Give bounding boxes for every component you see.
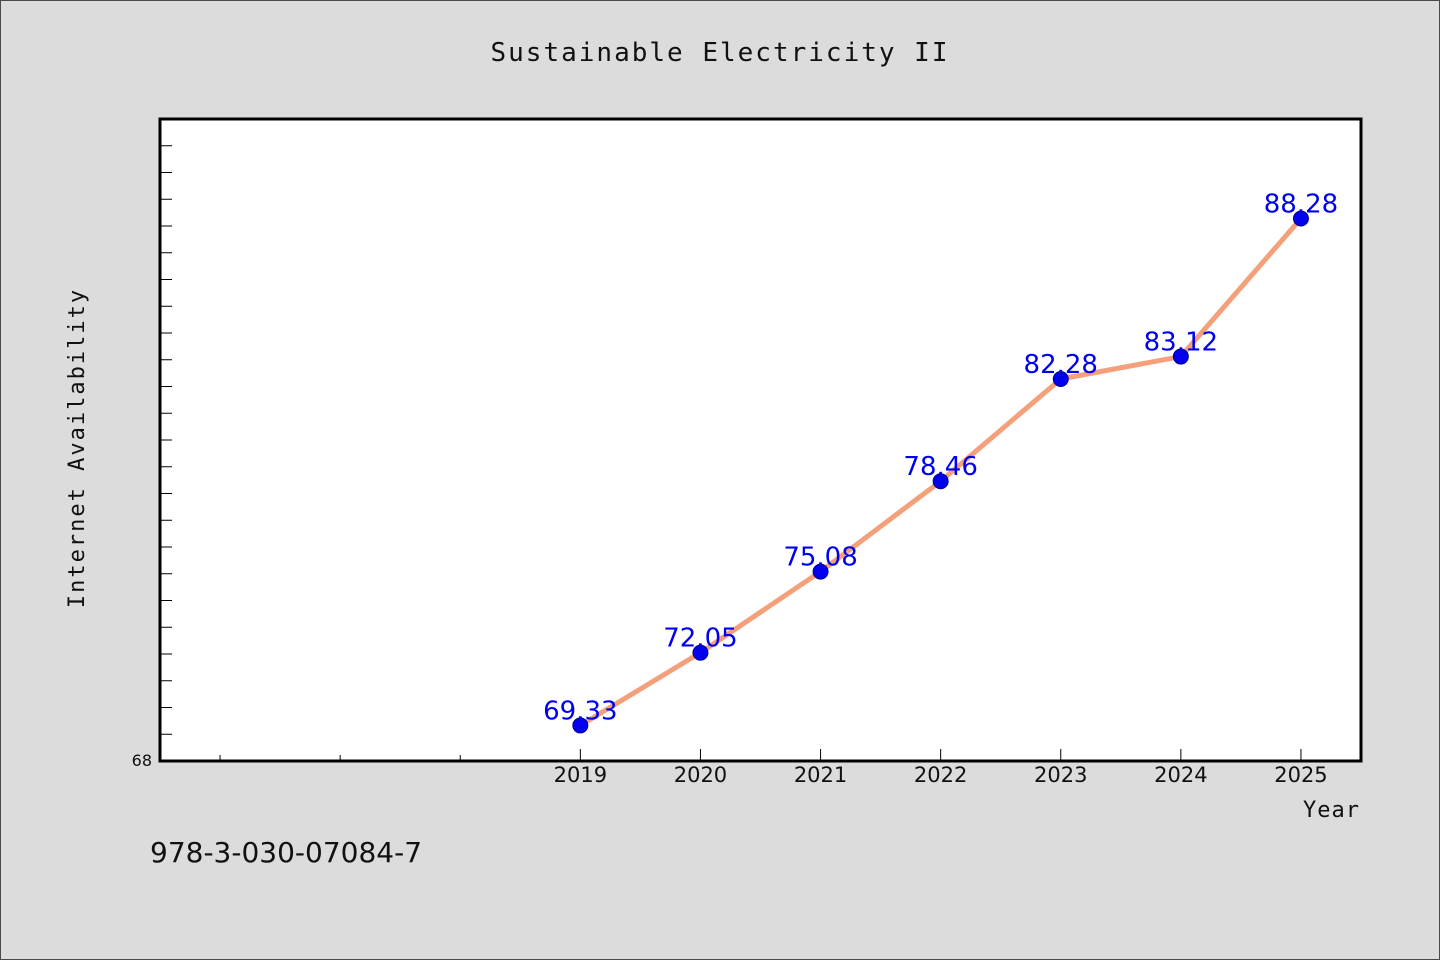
data-label: 69.33 [543, 696, 617, 726]
data-point [572, 717, 589, 734]
x-tick-label: 2024 [1154, 763, 1207, 787]
x-tick-labels: 2019 2020 2021 2022 2023 2024 2025 [554, 763, 1328, 787]
plot-area [158, 117, 1363, 763]
data-label: 72.05 [663, 624, 737, 654]
y-axis-ticks [160, 145, 172, 735]
x-tick-label: 2019 [554, 763, 607, 787]
x-axis-ticks [219, 749, 1302, 761]
y-axis-label: Internet Availability [65, 288, 90, 608]
data-point [1172, 348, 1189, 365]
data-label: 83.12 [1144, 328, 1218, 358]
x-tick-label: 2022 [914, 763, 967, 787]
data-points [572, 210, 1309, 734]
y-tick-label-68: 68 [132, 751, 152, 770]
data-point [932, 473, 949, 490]
data-point [812, 563, 829, 580]
x-tick-label: 2021 [794, 763, 847, 787]
data-point [1292, 210, 1309, 227]
data-point [692, 644, 709, 661]
data-label: 88.28 [1264, 190, 1338, 220]
isbn-label: 978-3-030-07084-7 [150, 836, 422, 869]
chart-title: Sustainable Electricity II [491, 38, 950, 68]
data-labels: 69.33 72.05 75.08 78.46 82.28 83.12 88.28 [543, 190, 1338, 727]
data-label: 75.08 [783, 543, 857, 573]
data-label: 78.46 [903, 452, 977, 482]
x-tick-label: 2023 [1034, 763, 1087, 787]
data-point [1052, 371, 1069, 388]
data-label: 82.28 [1024, 350, 1098, 380]
x-tick-label: 2020 [674, 763, 727, 787]
x-tick-label: 2025 [1274, 763, 1327, 787]
x-axis-label: Year [1303, 798, 1360, 823]
